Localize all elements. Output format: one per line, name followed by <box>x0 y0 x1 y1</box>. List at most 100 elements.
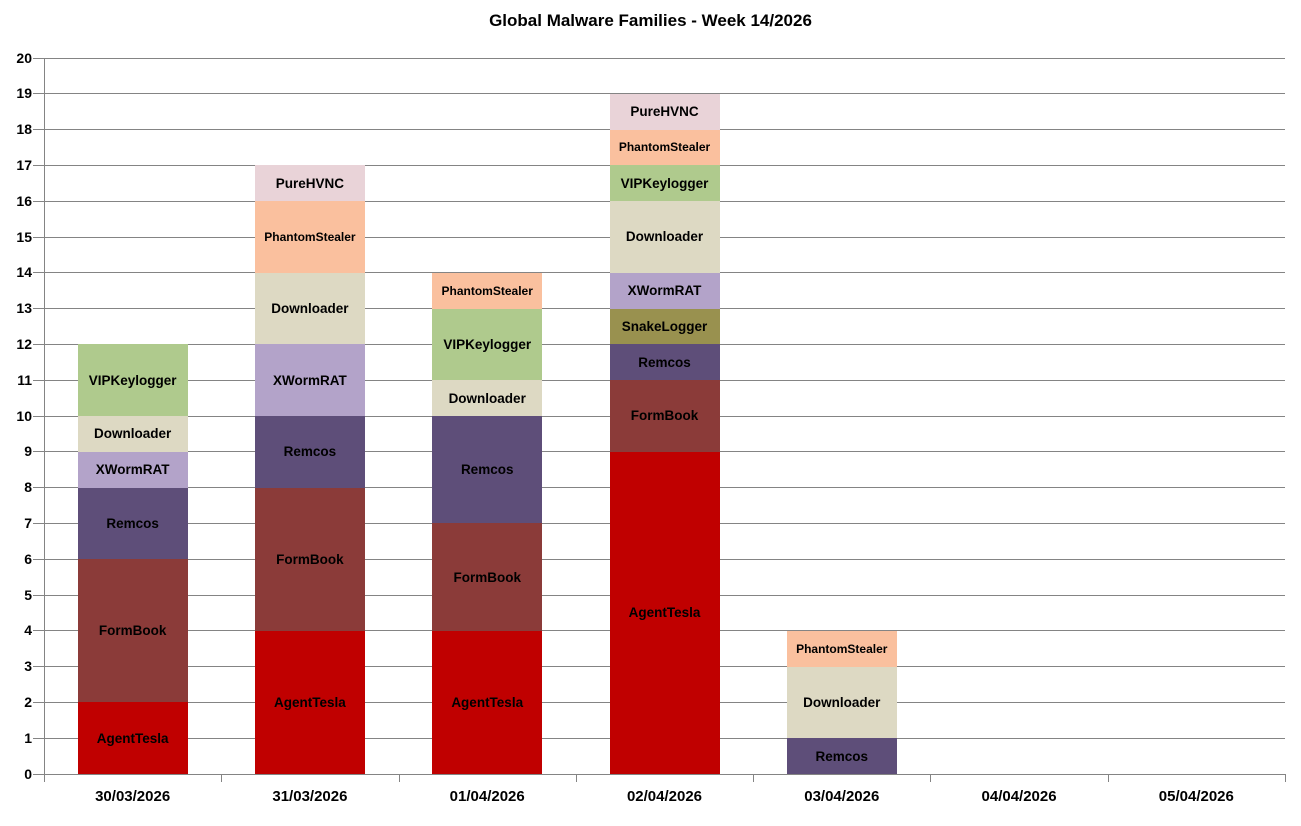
y-axis-tick-label: 13 <box>16 300 32 317</box>
bar-segment-label: PureHVNC <box>630 104 699 120</box>
y-axis-tick <box>33 272 48 274</box>
x-axis-tick <box>930 774 932 782</box>
x-axis-label: 04/04/2026 <box>981 788 1057 805</box>
bar-segment-downloader: Downloader <box>254 272 365 345</box>
y-axis-tick-label: 3 <box>24 658 32 675</box>
bar-segment-label: SnakeLogger <box>621 318 708 334</box>
y-axis-tick-label: 8 <box>24 479 32 496</box>
bar-segment-label: VIPKeylogger <box>88 372 177 388</box>
y-axis-tick <box>33 343 48 345</box>
x-axis-tick <box>1107 774 1109 782</box>
bar-segment-label: FormBook <box>630 408 699 424</box>
x-axis-label: 31/03/2026 <box>272 788 348 805</box>
y-axis-tick-label: 0 <box>24 765 32 782</box>
bar-segment-label: FormBook <box>453 569 521 585</box>
y-axis-tick-label: 2 <box>24 693 32 710</box>
bar-segment-phantomstealer: PhantomStealer <box>609 129 720 166</box>
bar-segment-label: Remcos <box>106 515 159 531</box>
y-axis-tick <box>33 129 48 131</box>
bar-segment-label: AgentTesla <box>96 730 169 746</box>
bar-segment-xwormrat: XWormRAT <box>77 451 188 488</box>
bar-segment-agenttesla: AgentTesla <box>432 630 543 774</box>
y-axis-tick <box>33 57 48 59</box>
bar-segment-label: VIPKeylogger <box>443 336 532 352</box>
x-axis-tick <box>753 774 755 782</box>
y-axis-tick-label: 16 <box>16 192 32 209</box>
bar-segment-label: AgentTesla <box>451 694 524 710</box>
bar-segment-vipkeylogger: VIPKeylogger <box>609 165 720 202</box>
bar-segment-label: PhantomStealer <box>796 641 888 656</box>
y-axis-tick-label: 9 <box>24 443 32 460</box>
bar-segment-label: AgentTesla <box>274 694 346 710</box>
bar-segment-formbook: FormBook <box>432 523 543 631</box>
x-axis-tick <box>398 774 400 782</box>
bar-segment-remcos: Remcos <box>609 344 720 381</box>
bar-segment-label: XWormRAT <box>627 283 702 299</box>
y-axis-tick <box>33 666 48 668</box>
bar-segment-downloader: Downloader <box>432 380 543 416</box>
y-axis-tick <box>33 773 48 775</box>
bar-segment-phantomstealer: PhantomStealer <box>786 630 897 667</box>
x-axis-line <box>44 773 1285 775</box>
bar-segment-label: Downloader <box>94 426 172 442</box>
bar-segment-xwormrat: XWormRAT <box>254 344 365 416</box>
y-axis-tick <box>33 487 48 489</box>
x-axis-label: 30/03/2026 <box>95 788 171 805</box>
bar-segment-vipkeylogger: VIPKeylogger <box>77 344 188 416</box>
bar-segment-remcos: Remcos <box>77 487 188 560</box>
y-axis-tick <box>33 701 48 703</box>
x-axis-label: 01/04/2026 <box>449 788 525 805</box>
y-axis-tick <box>33 236 48 238</box>
bar-segment-label: Remcos <box>283 444 337 460</box>
x-axis-tick <box>575 774 577 782</box>
y-axis-tick <box>33 93 48 95</box>
y-axis-tick-label: 5 <box>24 586 32 603</box>
x-axis-label: 03/04/2026 <box>804 788 880 805</box>
y-axis-tick <box>33 737 48 739</box>
bar-segment-label: FormBook <box>98 623 167 639</box>
y-axis-tick <box>33 522 48 524</box>
y-axis-tick-label: 19 <box>16 85 32 102</box>
bar-segment-label: Remcos <box>460 462 514 478</box>
bar-segment-purehvnc: PureHVNC <box>254 165 365 202</box>
bar-segment-label: XWormRAT <box>95 462 170 478</box>
bar-segment-label: PhantomStealer <box>618 140 711 155</box>
bar-segment-label: Downloader <box>625 229 704 245</box>
y-axis-tick <box>33 379 48 381</box>
bar-segment-label: VIPKeylogger <box>620 175 709 191</box>
bar-segment-label: Downloader <box>803 694 881 710</box>
y-axis-tick-label: 7 <box>24 514 32 531</box>
y-axis-tick-label: 18 <box>16 121 32 138</box>
plot-area: AgentTesla FormBook Remcos XWormRAT Download… <box>44 57 1285 775</box>
bar-segment-downloader: Downloader <box>786 666 897 739</box>
y-axis-tick <box>33 308 48 310</box>
bar-segment-remcos: Remcos <box>786 738 897 774</box>
bar-segment-remcos: Remcos <box>254 416 365 488</box>
bar-segment-phantomstealer: PhantomStealer <box>254 201 365 273</box>
bar-segment-label: Remcos <box>815 748 869 764</box>
bar-segment-agenttesla: AgentTesla <box>609 451 720 774</box>
y-axis-tick-label: 4 <box>24 622 32 639</box>
x-axis-tick <box>221 774 223 782</box>
bar-segment-formbook: FormBook <box>77 559 188 703</box>
bar-segment-remcos: Remcos <box>432 416 543 524</box>
x-axis-tick <box>1285 774 1286 782</box>
y-axis-tick <box>33 415 48 417</box>
y-axis-tick-label: 6 <box>24 550 32 567</box>
bar-segment-label: Downloader <box>448 390 526 406</box>
bar-segment-downloader: Downloader <box>609 201 720 273</box>
bar-segment-label: Downloader <box>271 301 349 317</box>
y-axis-tick <box>33 594 48 596</box>
y-axis-tick-label: 20 <box>16 49 32 66</box>
bar-segment-formbook: FormBook <box>609 380 720 452</box>
bar-segment-purehvnc: PureHVNC <box>609 93 720 130</box>
x-axis-label: 02/04/2026 <box>626 788 703 805</box>
bar-segment-downloader: Downloader <box>77 416 188 452</box>
gridline <box>44 57 1285 59</box>
y-axis-tick-label: 15 <box>16 228 32 245</box>
bar-segment-snakelogger: SnakeLogger <box>609 308 720 345</box>
y-axis-tick <box>33 630 48 632</box>
bar-segment-label: FormBook <box>276 551 344 567</box>
y-axis-tick <box>33 451 48 453</box>
